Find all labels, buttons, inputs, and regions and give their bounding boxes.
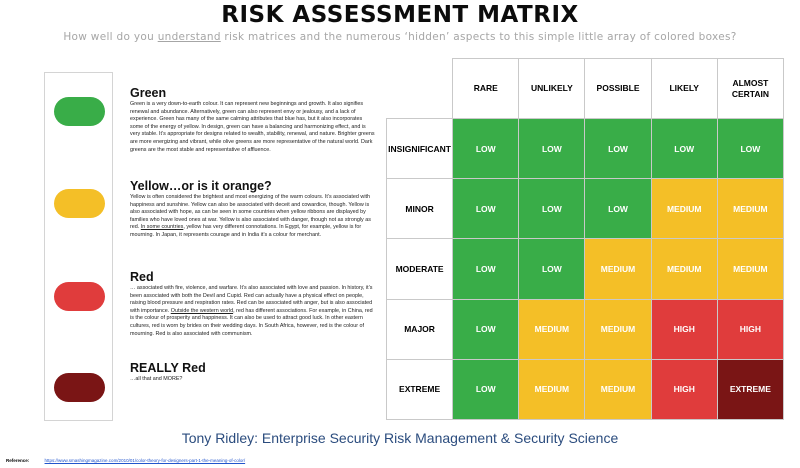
matrix-row-minor: MINOR LOW LOW LOW MEDIUM MEDIUM [385,178,785,240]
subtitle-text-start: How well do you [63,31,158,43]
yellow-description: Yellow…or is it orange? Yellow is often … [130,179,375,240]
matrix-corner [386,58,454,119]
yellow-heading: Yellow…or is it orange? [130,179,272,193]
reference-link[interactable]: https://www.smashingmagazine.com/2010/01… [44,458,246,463]
risk-cell: LOW [584,178,652,240]
risk-cell: LOW [518,238,586,300]
subtitle-text-end: risk matrices and the numerous ‘hidden’ … [220,31,737,43]
yellow-text-part-end: , yellow has very different connotations… [130,224,362,238]
risk-cell: LOW [518,117,586,180]
row-header-extreme: EXTREME [385,358,454,421]
column-header-likely: LIKELY [650,58,718,119]
page-title: RISK ASSESSMENT MATRIX [221,2,579,28]
column-header-rare: RARE [452,58,520,119]
risk-cell: MEDIUM [716,178,785,240]
matrix-row-insignificant: INSIGNIFICANT LOW LOW LOW LOW LOW [385,117,785,180]
matrix-header-row: RARE UNLIKELY POSSIBLE LIKELY ALMOST CER… [386,58,785,119]
page-subtitle: How well do you understand risk matrices… [0,31,800,43]
red-text-part-end: , red has different associations. For ex… [130,307,373,337]
really-red-description: REALLY Red …all that and MORE? [130,361,375,384]
risk-matrix-table: RARE UNLIKELY POSSIBLE LIKELY ALMOST CER… [385,58,785,421]
risk-cell: LOW [518,178,586,240]
risk-cell: LOW [452,298,520,360]
reference-label: Reference: [6,458,30,463]
risk-cell: HIGH [716,298,785,360]
row-header-insignificant: INSIGNIFICANT [385,117,454,180]
dark-red-swatch [54,373,105,402]
risk-cell: MEDIUM [584,358,652,421]
row-header-major: MAJOR [385,298,454,360]
red-text-underlined: Outside the western world [170,307,234,314]
matrix-row-extreme: EXTREME LOW MEDIUM MEDIUM HIGH EXTREME [385,358,785,421]
reference-line: Reference: https://www.smashingmagazine.… [6,458,245,463]
risk-cell: MEDIUM [584,298,652,360]
author-credit: Tony Ridley: Enterprise Security Risk Ma… [181,430,619,446]
row-header-moderate: MODERATE [385,238,454,300]
risk-cell: LOW [452,178,520,240]
risk-cell: MEDIUM [518,358,586,421]
risk-cell: LOW [452,117,520,180]
risk-cell: EXTREME [716,358,785,421]
risk-cell: LOW [716,117,785,180]
risk-cell: MEDIUM [650,238,718,300]
risk-cell: MEDIUM [584,238,652,300]
green-swatch [54,97,105,126]
red-heading: Red [130,270,154,284]
yellow-text: Yellow is often considered the brightest… [130,194,375,240]
red-swatch [54,282,105,311]
column-header-possible: POSSIBLE [584,58,652,119]
red-text: … associated with fire, violence, and wa… [130,285,375,338]
yellow-text-part: Yellow is often considered the brightest… [130,194,371,231]
red-text-part: … associated with fire, violence, and wa… [130,285,373,314]
risk-cell: LOW [650,117,718,180]
risk-cell: HIGH [650,358,718,421]
row-header-minor: MINOR [385,178,454,240]
green-description: Green Green is a very down-to-earth colo… [130,86,375,154]
risk-cell: MEDIUM [716,238,785,300]
risk-cell: LOW [584,117,652,180]
yellow-text-underlined: In some countries [140,224,184,231]
risk-cell: HIGH [650,298,718,360]
red-description: Red … associated with fire, violence, an… [130,270,375,338]
matrix-row-major: MAJOR LOW MEDIUM MEDIUM HIGH HIGH [385,298,785,360]
column-header-unlikely: UNLIKELY [518,58,586,119]
risk-cell: LOW [452,238,520,300]
green-heading: Green [130,86,167,100]
risk-cell: MEDIUM [518,298,586,360]
risk-cell: LOW [452,358,520,421]
column-header-almost-certain: ALMOST CERTAIN [716,58,785,119]
yellow-swatch [54,189,105,218]
matrix-row-moderate: MODERATE LOW LOW MEDIUM MEDIUM MEDIUM [385,238,785,300]
really-red-heading: REALLY Red [130,361,206,375]
green-text: Green is a very down-to-earth colour. It… [130,101,375,153]
subtitle-underlined-word: understand [157,31,221,43]
really-red-text: …all that and MORE? [130,376,183,382]
risk-cell: MEDIUM [650,178,718,240]
color-legend-panel [44,72,113,421]
